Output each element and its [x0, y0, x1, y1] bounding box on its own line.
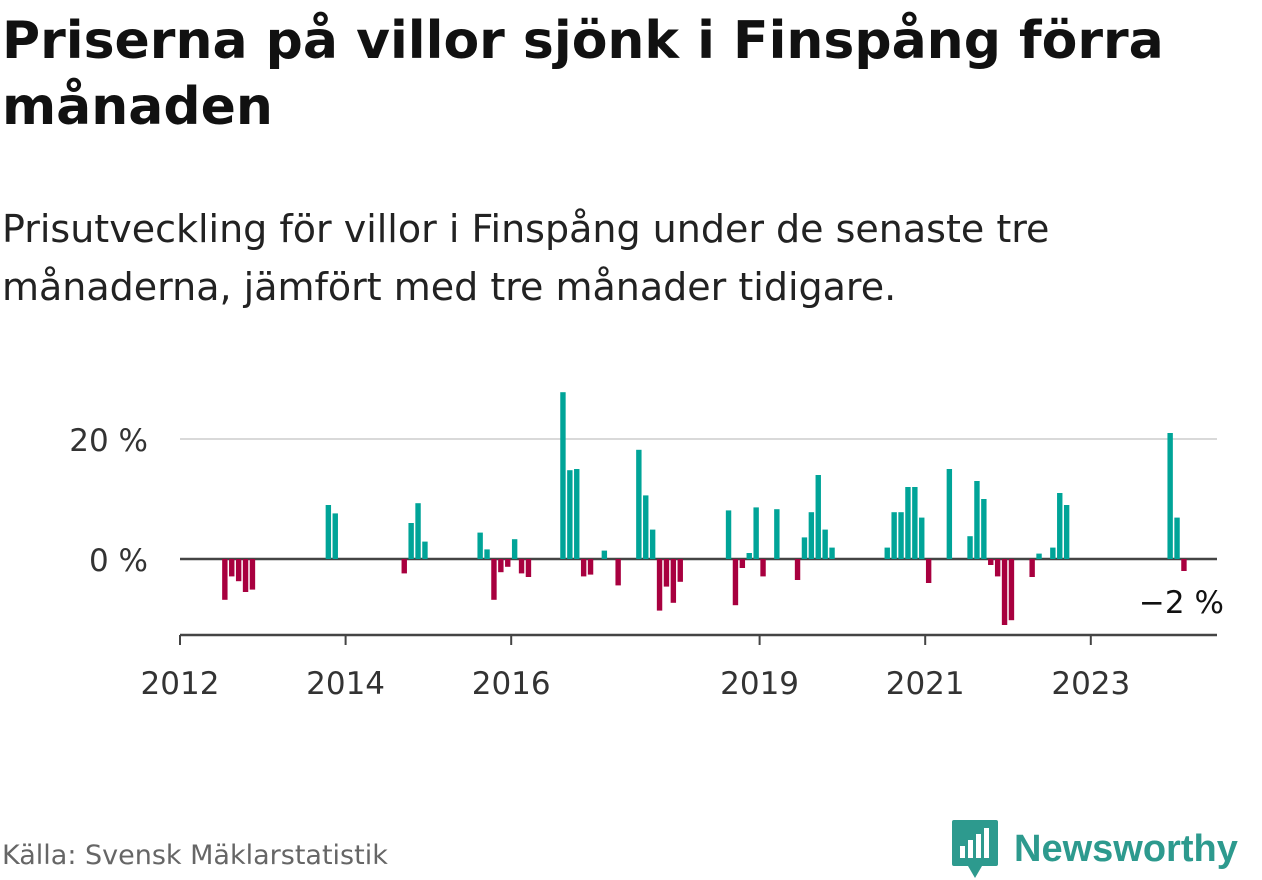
- bar: [505, 559, 511, 567]
- bar: [656, 559, 663, 611]
- label-layer: 0 % 20 % 2012 2014 2016 2019 2021 2023 −2 %: [69, 423, 1224, 700]
- grid-layer: [180, 438, 1217, 561]
- bar: [739, 559, 746, 568]
- bar: [643, 495, 649, 559]
- bar: [774, 509, 780, 559]
- bar: [587, 559, 594, 575]
- bar: [905, 487, 911, 559]
- bar: [222, 559, 228, 600]
- bar: [484, 549, 490, 559]
- bar: [760, 559, 766, 577]
- bar: [498, 559, 504, 573]
- bar: [801, 537, 808, 559]
- axis-layer: [179, 633, 1217, 645]
- bar: [601, 550, 608, 559]
- bar: [898, 512, 904, 559]
- bar: [884, 547, 890, 559]
- bar: [663, 559, 670, 587]
- bar: [615, 559, 621, 586]
- bar: [1181, 559, 1187, 571]
- bar: [401, 559, 407, 574]
- bar: [415, 503, 421, 559]
- y-tick-label: 20 %: [69, 423, 148, 459]
- x-tick-label: 2016: [472, 666, 551, 700]
- bar: [670, 559, 677, 603]
- source-note: Källa: Svensk Mäklarstatistik: [2, 840, 388, 871]
- bar: [808, 512, 815, 559]
- x-tick-label: 2023: [1051, 666, 1130, 700]
- y-tick-label: 0 %: [89, 543, 148, 579]
- bar: [325, 505, 332, 559]
- bar: [746, 553, 752, 559]
- bar: [1008, 559, 1015, 621]
- bar: [649, 529, 656, 559]
- bar: [1063, 505, 1070, 559]
- bar: [753, 507, 759, 559]
- x-tick-label: 2021: [886, 666, 965, 700]
- bar: [332, 513, 338, 559]
- bar-chart: 0 % 20 % 2012 2014 2016 2019 2021 2023 −2 %: [69, 392, 1224, 700]
- bar: [732, 559, 739, 606]
- bar: [422, 541, 428, 559]
- bar: [891, 512, 897, 559]
- bar: [525, 559, 532, 577]
- bar: [815, 475, 821, 559]
- bar: [1174, 517, 1180, 559]
- bar: [677, 559, 683, 582]
- bar: [981, 499, 987, 559]
- bar: [235, 559, 242, 582]
- bar: [242, 559, 249, 592]
- bar: [1029, 559, 1035, 577]
- chart-title: Priserna på villor sjönk i Finspång förr…: [2, 11, 1164, 137]
- bar: [1050, 547, 1056, 559]
- x-tick-label: 2014: [306, 666, 385, 700]
- bar: [967, 536, 973, 559]
- bar: [491, 559, 497, 600]
- bar: [925, 559, 932, 583]
- bar: [1167, 433, 1173, 559]
- bar: [974, 481, 980, 559]
- bar: [1057, 493, 1063, 559]
- bar: [249, 559, 256, 590]
- bar: [560, 392, 566, 559]
- bar: [477, 532, 483, 559]
- brand-name: Newsworthy: [1014, 827, 1238, 870]
- bar: [946, 469, 953, 559]
- bar: [580, 559, 587, 577]
- bar: [518, 559, 525, 574]
- bar: [912, 487, 918, 559]
- x-tick-label: 2019: [720, 666, 799, 700]
- bar: [574, 469, 580, 559]
- bar: [725, 510, 732, 559]
- bar: [1036, 553, 1042, 559]
- x-tick-label: 2012: [141, 666, 220, 700]
- bar: [829, 547, 835, 559]
- bar: [994, 559, 1001, 577]
- bar: [567, 470, 573, 559]
- brand-logo: Newsworthy: [950, 818, 1238, 880]
- bar: [822, 529, 828, 559]
- bar: [229, 559, 235, 577]
- bar: [636, 449, 642, 559]
- bars-layer: [222, 392, 1187, 625]
- bar: [794, 559, 801, 580]
- chart-subtitle: Prisutveckling för villor i Finspång und…: [2, 207, 1050, 309]
- last-value-annotation: −2 %: [1139, 585, 1224, 621]
- bar: [408, 523, 414, 559]
- bar: [1001, 559, 1008, 625]
- bar: [511, 539, 518, 559]
- bar: [988, 559, 994, 565]
- bar: [919, 517, 925, 559]
- newsworthy-logo-icon: [952, 820, 998, 878]
